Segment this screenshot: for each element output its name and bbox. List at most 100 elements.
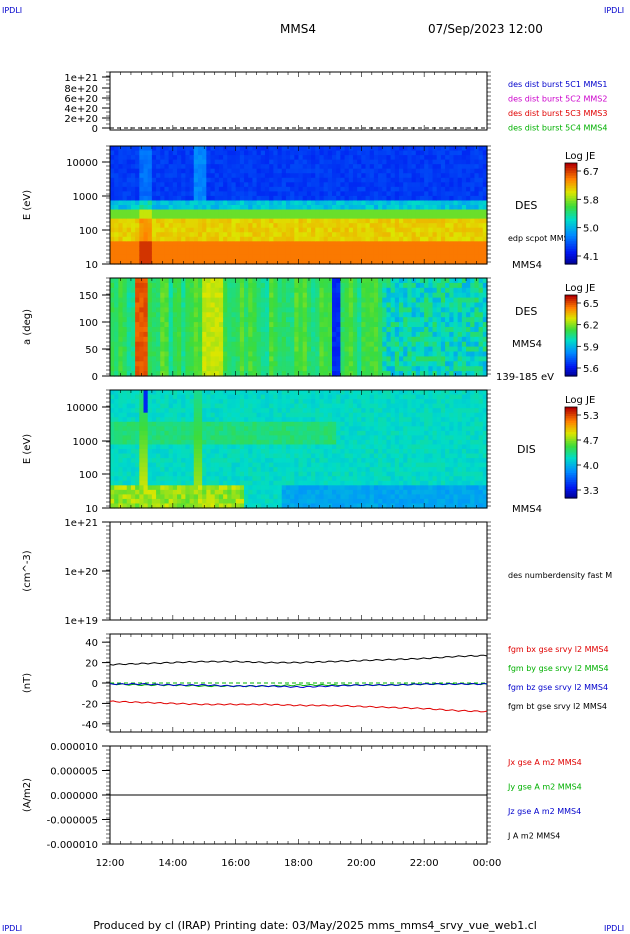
panel3-heatmap-cell (130, 287, 136, 294)
panel3-heatmap-cell (281, 292, 287, 299)
panel3-heatmap-cell (139, 331, 145, 338)
panel2-heatmap-cell (327, 245, 333, 251)
panel3-heatmap-cell (252, 278, 258, 284)
panel2-heatmap-cell (457, 241, 463, 247)
panel3-heatmap-cell (110, 336, 115, 343)
panel2-heatmap-cell (319, 164, 325, 170)
panel4-heatmap-cell (168, 394, 174, 400)
panel4-heatmap-cell (130, 476, 136, 482)
panel2-heatmap-cell (369, 214, 375, 220)
panel2-heatmap-cell (122, 241, 128, 247)
panel3-heatmap-cell (160, 336, 166, 343)
panel2-heatmap-cell (143, 146, 149, 152)
panel4-heatmap-cell (151, 408, 157, 414)
panel3-heatmap-cell (352, 336, 358, 343)
panel3-heatmap-cell (386, 331, 392, 338)
panel2-heatmap-cell (390, 218, 396, 224)
panel3-heatmap-cell (449, 282, 455, 289)
panel3-heatmap-cell (352, 282, 358, 289)
panel3-heatmap-cell (470, 351, 476, 357)
panel2-heatmap-cell (332, 173, 337, 179)
panel3-heatmap-cell (206, 356, 212, 362)
panel4-heatmap-cell (143, 503, 149, 509)
panel2-heatmap-cell (273, 146, 279, 152)
panel3-heatmap-cell (432, 356, 438, 362)
panel2-heatmap-cell (231, 182, 237, 188)
panel2-heatmap-cell (419, 214, 425, 220)
panel2-heatmap-cell (315, 227, 321, 233)
panel4-heatmap-cell (193, 458, 199, 464)
panel2-heatmap-cell (373, 227, 379, 233)
panel2-heatmap-cell (390, 223, 396, 229)
panel2-heatmap-cell (466, 205, 471, 211)
panel3-heatmap-cell (290, 351, 295, 357)
panel2-heatmap-cell (449, 168, 455, 174)
panel3-heatmap-cell (311, 292, 316, 299)
panel2-heatmap-cell (248, 159, 254, 165)
panel3-heatmap-cell (151, 346, 157, 353)
panel3-heatmap-cell (248, 292, 254, 299)
panel3-heatmap-cell (419, 351, 425, 357)
panel4-heatmap-cell (143, 394, 149, 400)
panel2-heatmap-cell (122, 164, 128, 170)
panel3-heatmap-cell (311, 371, 316, 377)
panel2-heatmap-cell (256, 218, 262, 224)
panel3-heatmap-cell (432, 287, 438, 294)
panel4-heatmap-cell (189, 494, 195, 500)
panel3-heatmap-cell (168, 361, 174, 367)
panel4-heatmap-cell (160, 449, 166, 455)
panel3-heatmap-cell (239, 371, 245, 377)
panel3-heatmap-cell (273, 351, 279, 357)
panel2-heatmap-cell (218, 205, 224, 211)
panel3-heatmap-cell (193, 297, 199, 304)
panel3-heatmap-cell (332, 366, 337, 372)
panel2-heatmap-cell (172, 232, 178, 238)
panel3-heatmap-cell (399, 341, 404, 348)
panel2-heatmap-cell (147, 186, 153, 192)
panel3-heatmap-cell (394, 356, 400, 362)
panel3-heatmap-cell (185, 292, 191, 299)
panel2-heatmap-cell (290, 191, 295, 197)
panel2-heatmap-cell (411, 159, 417, 165)
panel4-heatmap-cell (156, 430, 161, 436)
panel3-heatmap-cell (264, 312, 270, 318)
panel3-heatmap-cell (239, 278, 245, 284)
panel4-heatmap-cell (147, 430, 153, 436)
panel3-heatmap-cell (156, 297, 161, 304)
panel3-heatmap-cell (151, 282, 157, 289)
panel3-heatmap-cell (147, 346, 153, 353)
panel2-heatmap-cell (378, 159, 383, 165)
panel2-heatmap-cell (256, 223, 262, 229)
panel2-heatmap-cell (210, 146, 216, 152)
panel3-heatmap-cell (432, 307, 438, 313)
panel3-heatmap-cell (403, 356, 409, 362)
panel4-heatmap-cell (126, 430, 132, 436)
panel3-heatmap-cell (319, 302, 325, 308)
panel3-heatmap-cell (298, 361, 304, 367)
panel3-heatmap-cell (478, 292, 484, 299)
panel2-heatmap-cell (419, 259, 425, 265)
panel3-heatmap-cell (319, 282, 325, 289)
panel2-heatmap-cell (315, 241, 321, 247)
panel3-heatmap-cell (306, 302, 312, 308)
panel3-heatmap-cell (298, 312, 304, 318)
panel3-heatmap-cell (202, 351, 207, 357)
panel2-heatmap-cell (365, 173, 371, 179)
panel3-heatmap-cell (428, 327, 434, 333)
panel3-heatmap-cell (122, 336, 128, 343)
panel3-heatmap-cell (181, 341, 186, 348)
panel4-heatmap-cell (135, 458, 140, 464)
panel2-heatmap-cell (135, 173, 140, 179)
panel2-heatmap-cell (298, 250, 304, 256)
panel4-heatmap-cell (147, 435, 153, 441)
panel2-heatmap-cell (269, 146, 274, 152)
panel3-heatmap-cell (340, 312, 346, 318)
panel4-heatmap-cell (193, 426, 199, 432)
panel4-heatmap-cell (168, 480, 174, 486)
panel3-heatmap-cell (361, 322, 367, 328)
panel3-heatmap-cell (143, 287, 149, 294)
panel2-heatmap-cell (164, 150, 170, 156)
panel2-heatmap-cell (457, 232, 463, 238)
panel2-heatmap-cell (210, 164, 216, 170)
panel3-heatmap-cell (214, 366, 220, 372)
